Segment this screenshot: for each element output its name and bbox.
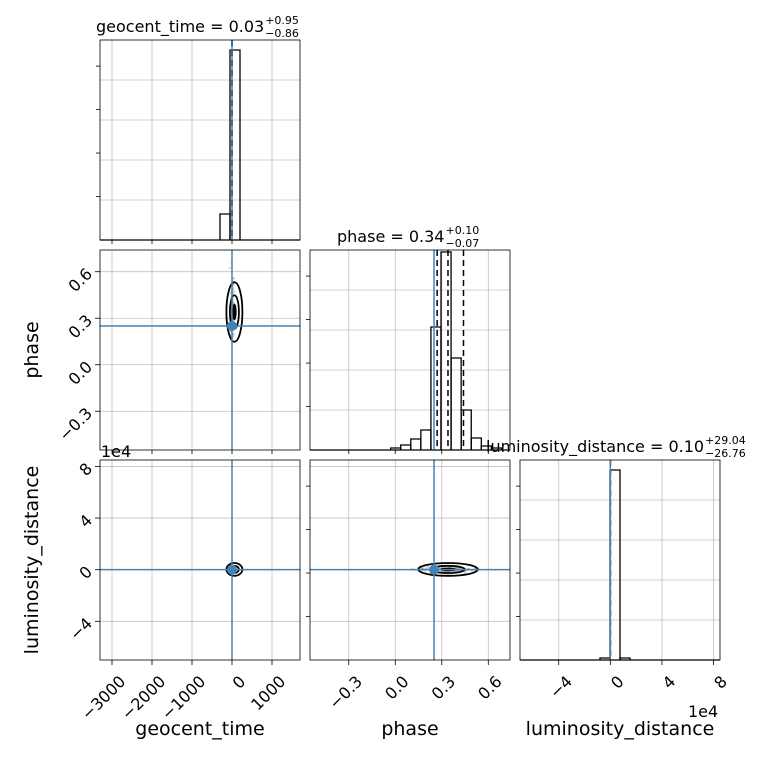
sample-point [232,277,235,280]
density-peak [232,303,237,321]
title-lower-error: −26.76 [705,447,746,460]
grid-layer [100,40,720,660]
hist-bar-phase [400,444,412,450]
x-offset-text: 1e4 [688,702,718,721]
x-tick-label: 0 [607,672,628,693]
y-tick-label: −4 [66,614,96,644]
truth-marker [429,564,440,575]
data-layer [100,40,720,661]
hist-bar-phase [460,409,472,450]
x-axis-label: geocent_time [135,718,264,740]
sample-point [456,567,460,570]
y-axis-label: luminosity_distance [21,466,43,655]
hist-bar-phase [410,438,422,450]
sample-point [232,283,236,286]
sample-point [463,571,466,574]
x-tick-label: −4 [546,672,576,702]
x-axis-label: luminosity_distance [526,718,715,740]
hist-bar-luminosity_distance [609,469,621,660]
panel-frame [99,459,301,661]
title-upper-error: +0.10 [445,224,479,237]
panel-title-luminosity_distance: luminosity_distance = 0.10 [486,437,704,457]
panel-frame [99,39,301,241]
hist-bar-phase [440,251,452,450]
y-offset-text: 1e4 [101,442,131,461]
panel-frame [99,249,301,451]
hist-bar-phase [450,357,462,450]
title-lower-error: −0.86 [265,27,299,40]
hist-bar-phase [430,326,442,450]
x-tick-label: 1000 [247,672,289,714]
x-tick-label: −3000 [78,672,130,724]
panel-2d-phase-luminosity_distance [310,460,510,660]
title-lower-error: −0.07 [445,237,479,250]
y-tick-label: 0.6 [65,264,96,295]
sample-point [233,290,236,293]
truth-marker [227,564,237,575]
hist-bar-geocent_time [219,213,231,240]
x-tick-label: 0.0 [381,672,412,703]
frame-layer [99,39,721,661]
sample-point [425,566,428,569]
sample-point [229,330,232,333]
hist-bar-luminosity_distance [619,657,631,660]
title-upper-error: +29.04 [705,434,746,447]
x-axis-label: phase [381,718,438,740]
hist-bar-phase [420,429,432,450]
panel-frame [309,249,511,451]
sample-point [228,266,232,270]
x-tick-label: −0.3 [325,672,366,713]
panel-title-geocent_time: geocent_time = 0.03 [96,17,264,37]
contour-outer [225,281,244,343]
sample-point [427,565,430,568]
x-tick-label: −2000 [118,672,170,724]
x-tick-label: 0.3 [428,672,459,703]
x-tick-label: −1000 [158,672,210,724]
sample-point [233,333,236,336]
panel-title-phase: phase = 0.34 [337,227,444,246]
y-tick-label: 4 [75,511,96,532]
y-tick-label: 0.0 [65,357,96,388]
panel-2d-geocent_time-phase [100,250,300,450]
hist-bar-phase [470,437,482,450]
panel-frame [519,459,721,661]
panel-frame [309,459,511,661]
x-tick-label: 0.6 [474,672,505,703]
truth-marker [227,320,237,331]
y-tick-label: 0 [75,562,96,583]
y-tick-label: −0.3 [55,404,96,445]
y-axis-label: phase [21,321,43,378]
x-tick-label: 8 [710,672,731,693]
y-tick-label: 0.3 [65,311,96,342]
x-tick-label: 0 [229,672,250,693]
hist-bar-phase [490,447,503,450]
x-tick-label: 4 [659,672,680,693]
y-tick-label: 8 [75,459,96,480]
hist-bar-geocent_time [229,49,241,240]
title-upper-error: +0.95 [265,14,299,27]
panel-2d-geocent_time-luminosity_distance [100,460,300,660]
